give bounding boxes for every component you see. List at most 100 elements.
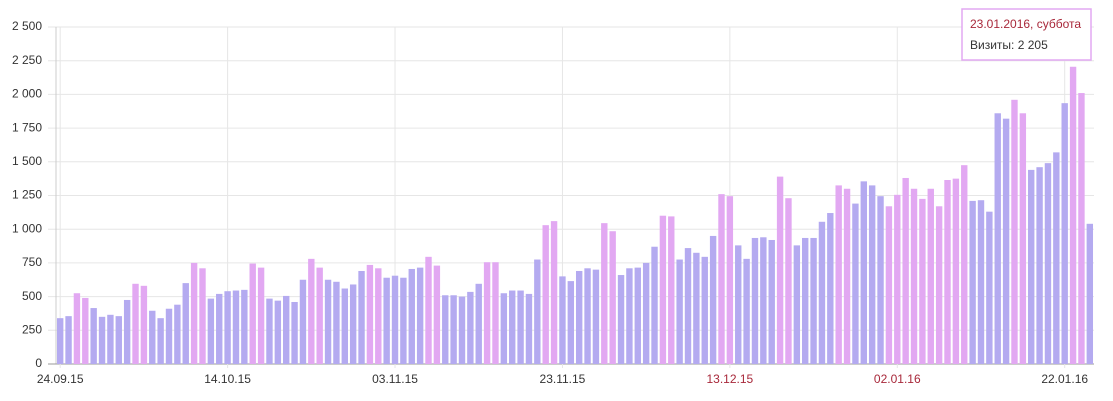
y-tick-label: 1 000 xyxy=(12,221,42,235)
bar xyxy=(492,262,499,364)
tooltip: 23.01.2016, суббота Визиты: 2 205 xyxy=(961,8,1092,61)
bar xyxy=(1019,113,1027,364)
bar xyxy=(885,206,893,364)
bar xyxy=(358,270,365,364)
bar xyxy=(266,298,273,364)
bar xyxy=(416,267,424,364)
bar xyxy=(90,308,97,364)
bar xyxy=(500,293,508,364)
bar xyxy=(534,259,541,364)
bar xyxy=(1053,152,1060,364)
bar xyxy=(1036,167,1043,364)
y-tick-label: 1 750 xyxy=(12,120,42,134)
y-tick-label: 500 xyxy=(22,289,42,303)
bar xyxy=(709,235,717,364)
bar xyxy=(1011,99,1018,365)
bar xyxy=(283,295,290,364)
y-tick-label: 250 xyxy=(22,322,42,336)
bar xyxy=(868,185,876,364)
bar xyxy=(810,237,817,364)
bar xyxy=(442,295,449,364)
bar xyxy=(693,252,700,364)
bar xyxy=(802,237,809,364)
bar xyxy=(467,291,474,364)
bar xyxy=(701,256,708,364)
bar xyxy=(684,248,692,364)
bar xyxy=(450,295,457,364)
bar xyxy=(751,237,759,364)
bar xyxy=(726,196,734,364)
bar xyxy=(994,113,1001,364)
bar xyxy=(793,245,801,364)
bar xyxy=(1069,66,1077,365)
bar xyxy=(483,262,491,364)
bar xyxy=(98,316,106,364)
bar xyxy=(291,301,298,364)
bar xyxy=(475,283,482,364)
tooltip-date: 23.01.2016, суббота xyxy=(970,17,1081,31)
x-tick-label: 02.01.16 xyxy=(874,372,921,386)
bar xyxy=(735,245,742,364)
bar xyxy=(65,316,72,364)
bar xyxy=(668,216,675,364)
bar xyxy=(634,267,641,364)
bar xyxy=(1086,223,1094,364)
bar xyxy=(877,196,884,364)
bar xyxy=(592,269,600,364)
bar xyxy=(400,277,407,364)
bar xyxy=(349,284,357,364)
bar xyxy=(927,188,934,364)
bar xyxy=(425,256,432,364)
bar xyxy=(1061,103,1068,365)
x-tick-label: 23.11.15 xyxy=(540,372,586,386)
bar xyxy=(257,267,265,364)
bar xyxy=(174,304,181,364)
bar xyxy=(609,231,616,364)
bar xyxy=(73,293,81,364)
bar xyxy=(232,290,240,364)
bar xyxy=(366,264,374,364)
bar xyxy=(559,276,566,364)
y-tick-label: 1 500 xyxy=(12,154,42,168)
bar xyxy=(969,200,976,364)
bar xyxy=(140,285,148,364)
bar xyxy=(768,239,775,364)
tooltip-number: 2 205 xyxy=(1018,38,1048,52)
bar xyxy=(408,268,415,364)
bar xyxy=(584,268,591,364)
bar xyxy=(509,290,516,364)
x-tick-label: 22.01.16 xyxy=(1041,372,1088,386)
tooltip-box xyxy=(961,8,1092,61)
bar xyxy=(835,185,842,364)
bar xyxy=(910,188,918,364)
bar xyxy=(299,279,307,364)
bar xyxy=(316,267,323,364)
bar xyxy=(115,316,122,364)
bar xyxy=(818,221,826,364)
bar xyxy=(785,198,792,364)
bar xyxy=(567,281,575,364)
bar xyxy=(952,178,960,364)
bar xyxy=(274,300,282,364)
bar xyxy=(743,258,750,364)
y-tick-label: 750 xyxy=(22,255,42,269)
bar xyxy=(760,237,767,364)
bar xyxy=(341,288,348,364)
x-tick-label: 03.11.15 xyxy=(372,372,418,386)
bar xyxy=(391,275,399,364)
labels: 0 250 500 750 1 000 1 250 1 500 1 750 2 000 2 250… xyxy=(12,19,1088,386)
bar xyxy=(123,299,131,364)
bar xyxy=(676,259,683,364)
bar xyxy=(165,308,173,364)
bar xyxy=(207,298,215,364)
bar xyxy=(894,194,901,364)
x-tick-label: 24.09.15 xyxy=(37,372,84,386)
bar xyxy=(199,268,206,364)
bar xyxy=(843,188,851,364)
bar xyxy=(935,206,943,364)
bar xyxy=(182,283,189,364)
bar xyxy=(333,281,340,364)
bar xyxy=(224,291,231,364)
bar xyxy=(776,176,784,364)
bar xyxy=(852,203,859,364)
